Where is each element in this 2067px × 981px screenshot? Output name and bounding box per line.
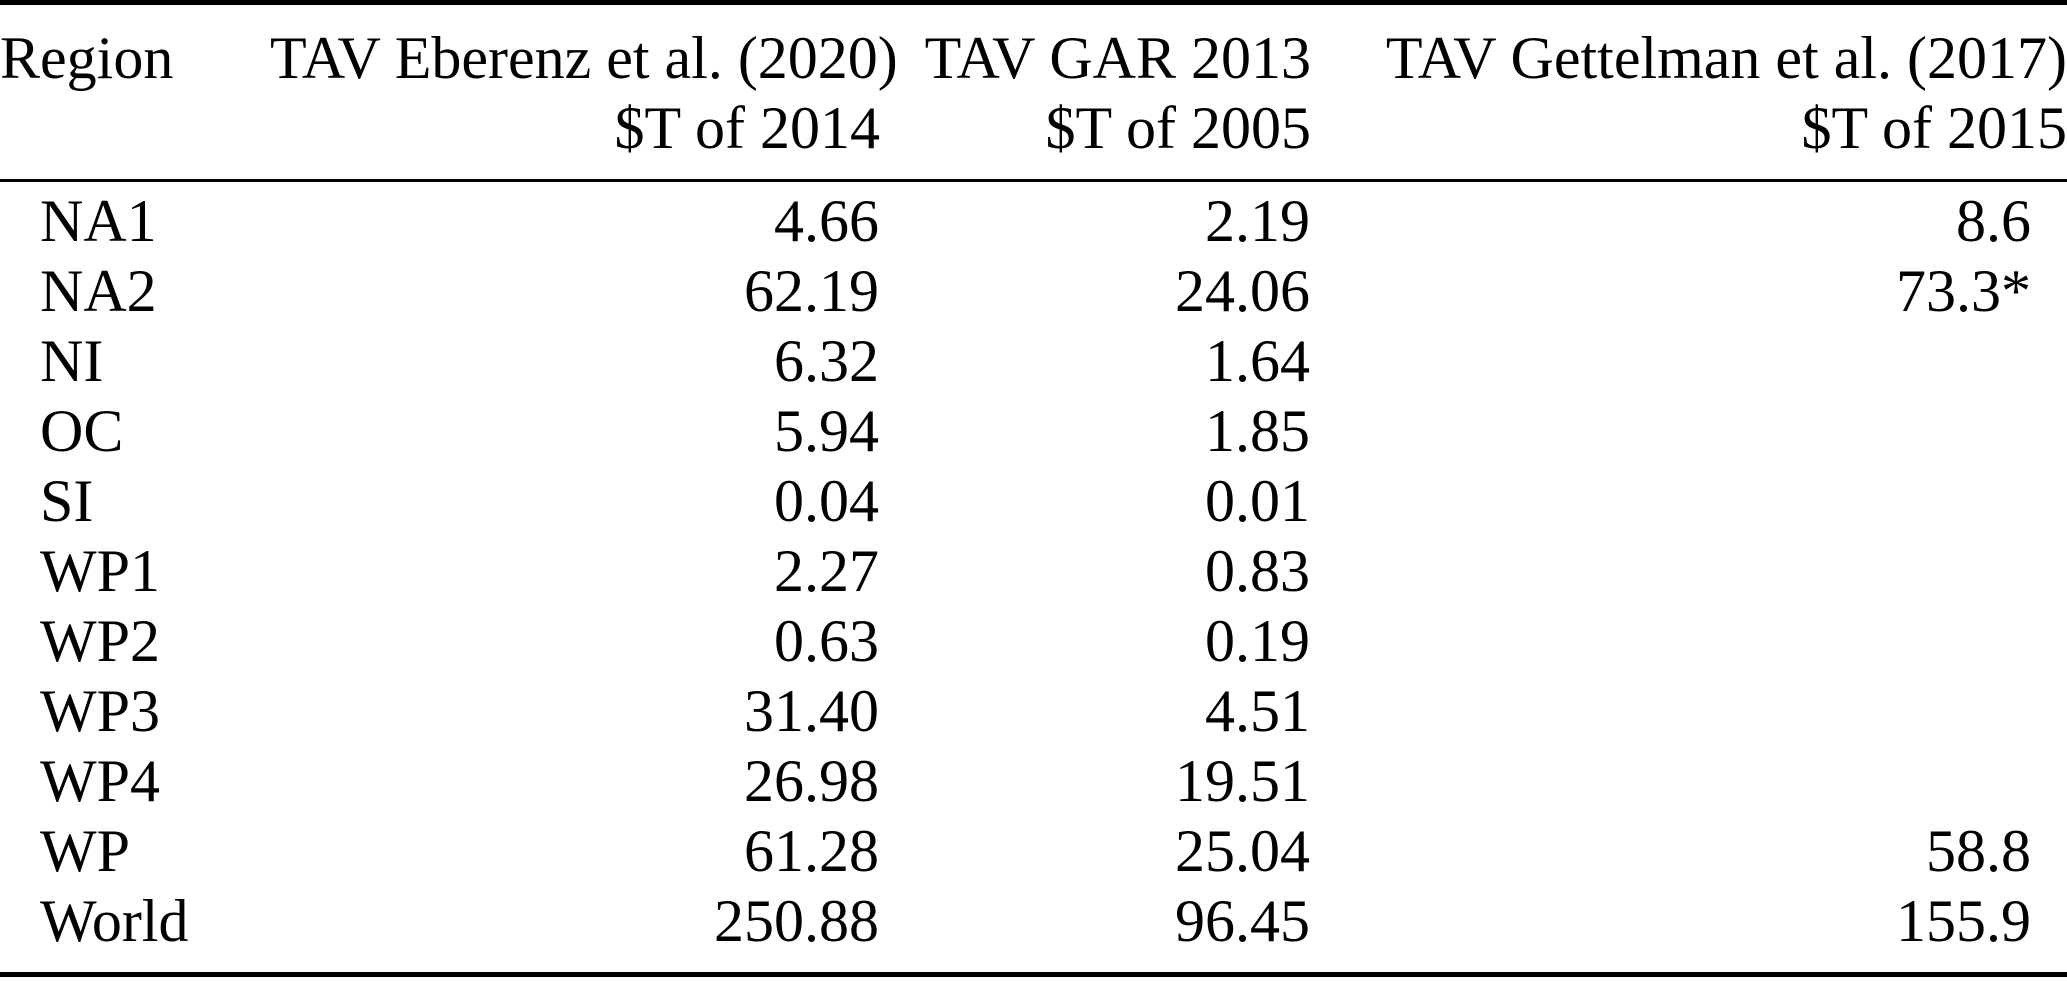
gar-value: 0.01 (1205, 468, 1310, 534)
column-header-gar: TAV GAR 2013 $T of 2005 (880, 3, 1311, 181)
table-header: Region TAV Eberenz et al. (2020) $T of 2… (0, 3, 2067, 181)
gettelman-value (1311, 326, 2067, 396)
column-label: TAV GAR 2013 (924, 25, 1311, 91)
table-row-world: World 250.88 96.45 155.9 (0, 886, 2067, 975)
region-cell: NI (40, 328, 104, 394)
column-unit: $T of 2014 (614, 95, 880, 161)
table-row-si: SI 0.04 0.01 (0, 466, 2067, 536)
eberenz-value: 31.40 (744, 678, 879, 744)
region-cell: WP4 (40, 748, 160, 814)
gettelman-value (1311, 606, 2067, 676)
table-row-wp3: WP3 31.40 4.51 (0, 676, 2067, 746)
gar-value: 4.51 (1205, 678, 1310, 744)
gettelman-value: 8.6 (1956, 188, 2031, 254)
table-row-wp: WP 61.28 25.04 58.8 (0, 816, 2067, 886)
gar-value: 24.06 (1175, 258, 1310, 324)
gettelman-value (1311, 396, 2067, 466)
gar-value: 19.51 (1175, 748, 1310, 814)
region-cell: SI (40, 468, 94, 534)
column-header-region: Region (0, 3, 270, 181)
eberenz-value: 0.63 (774, 608, 879, 674)
eberenz-value: 0.04 (774, 468, 879, 534)
column-label: TAV Gettelman et al. (2017) (1385, 25, 2067, 91)
table-row-ni: NI 6.32 1.64 (0, 326, 2067, 396)
gettelman-value (1311, 536, 2067, 606)
gar-value: 2.19 (1205, 188, 1310, 254)
table-row-wp1: WP1 2.27 0.83 (0, 536, 2067, 606)
column-label: TAV Eberenz et al. (2020) (270, 25, 898, 91)
region-cell: World (40, 888, 189, 954)
region-cell: WP2 (40, 608, 160, 674)
table-row-oc: OC 5.94 1.85 (0, 396, 2067, 466)
region-cell: WP3 (40, 678, 160, 744)
gettelman-value: 73.3* (1896, 258, 2031, 324)
column-header-eberenz: TAV Eberenz et al. (2020) $T of 2014 (270, 3, 898, 181)
gettelman-value (1311, 466, 2067, 536)
gettelman-value: 58.8 (1926, 818, 2031, 884)
column-unit: $T of 2005 (1045, 95, 1311, 161)
table-row-wp4: WP4 26.98 19.51 (0, 746, 2067, 816)
eberenz-value: 5.94 (774, 398, 879, 464)
gar-value: 1.64 (1205, 328, 1310, 394)
gar-value: 0.19 (1205, 608, 1310, 674)
gettelman-value (1311, 746, 2067, 816)
table-row-wp2: WP2 0.63 0.19 (0, 606, 2067, 676)
eberenz-value: 26.98 (744, 748, 879, 814)
gar-value: 25.04 (1175, 818, 1310, 884)
table-body: NA1 4.66 2.19 8.6 NA2 62.19 24.06 73.3* … (0, 181, 2067, 975)
gettelman-value (1311, 676, 2067, 746)
column-label: Region (0, 25, 174, 91)
gar-value: 1.85 (1205, 398, 1310, 464)
region-cell: WP1 (40, 538, 160, 604)
gettelman-value: 155.9 (1896, 888, 2031, 954)
region-cell: WP (40, 818, 130, 884)
region-cell: NA1 (40, 188, 157, 254)
header-row: Region TAV Eberenz et al. (2020) $T of 2… (0, 3, 2067, 181)
table-row-na2: NA2 62.19 24.06 73.3* (0, 256, 2067, 326)
eberenz-value: 2.27 (774, 538, 879, 604)
gar-value: 0.83 (1205, 538, 1310, 604)
region-cell: OC (40, 398, 124, 464)
eberenz-value: 250.88 (714, 888, 879, 954)
column-header-gettelman: TAV Gettelman et al. (2017) $T of 2015 (1311, 3, 2067, 181)
column-unit: $T of 2015 (1801, 95, 2067, 161)
gar-value: 96.45 (1175, 888, 1310, 954)
table-row-na1: NA1 4.66 2.19 8.6 (0, 181, 2067, 257)
eberenz-value: 4.66 (774, 188, 879, 254)
eberenz-value: 61.28 (744, 818, 879, 884)
region-cell: NA2 (40, 258, 157, 324)
eberenz-value: 6.32 (774, 328, 879, 394)
eberenz-value: 62.19 (744, 258, 879, 324)
